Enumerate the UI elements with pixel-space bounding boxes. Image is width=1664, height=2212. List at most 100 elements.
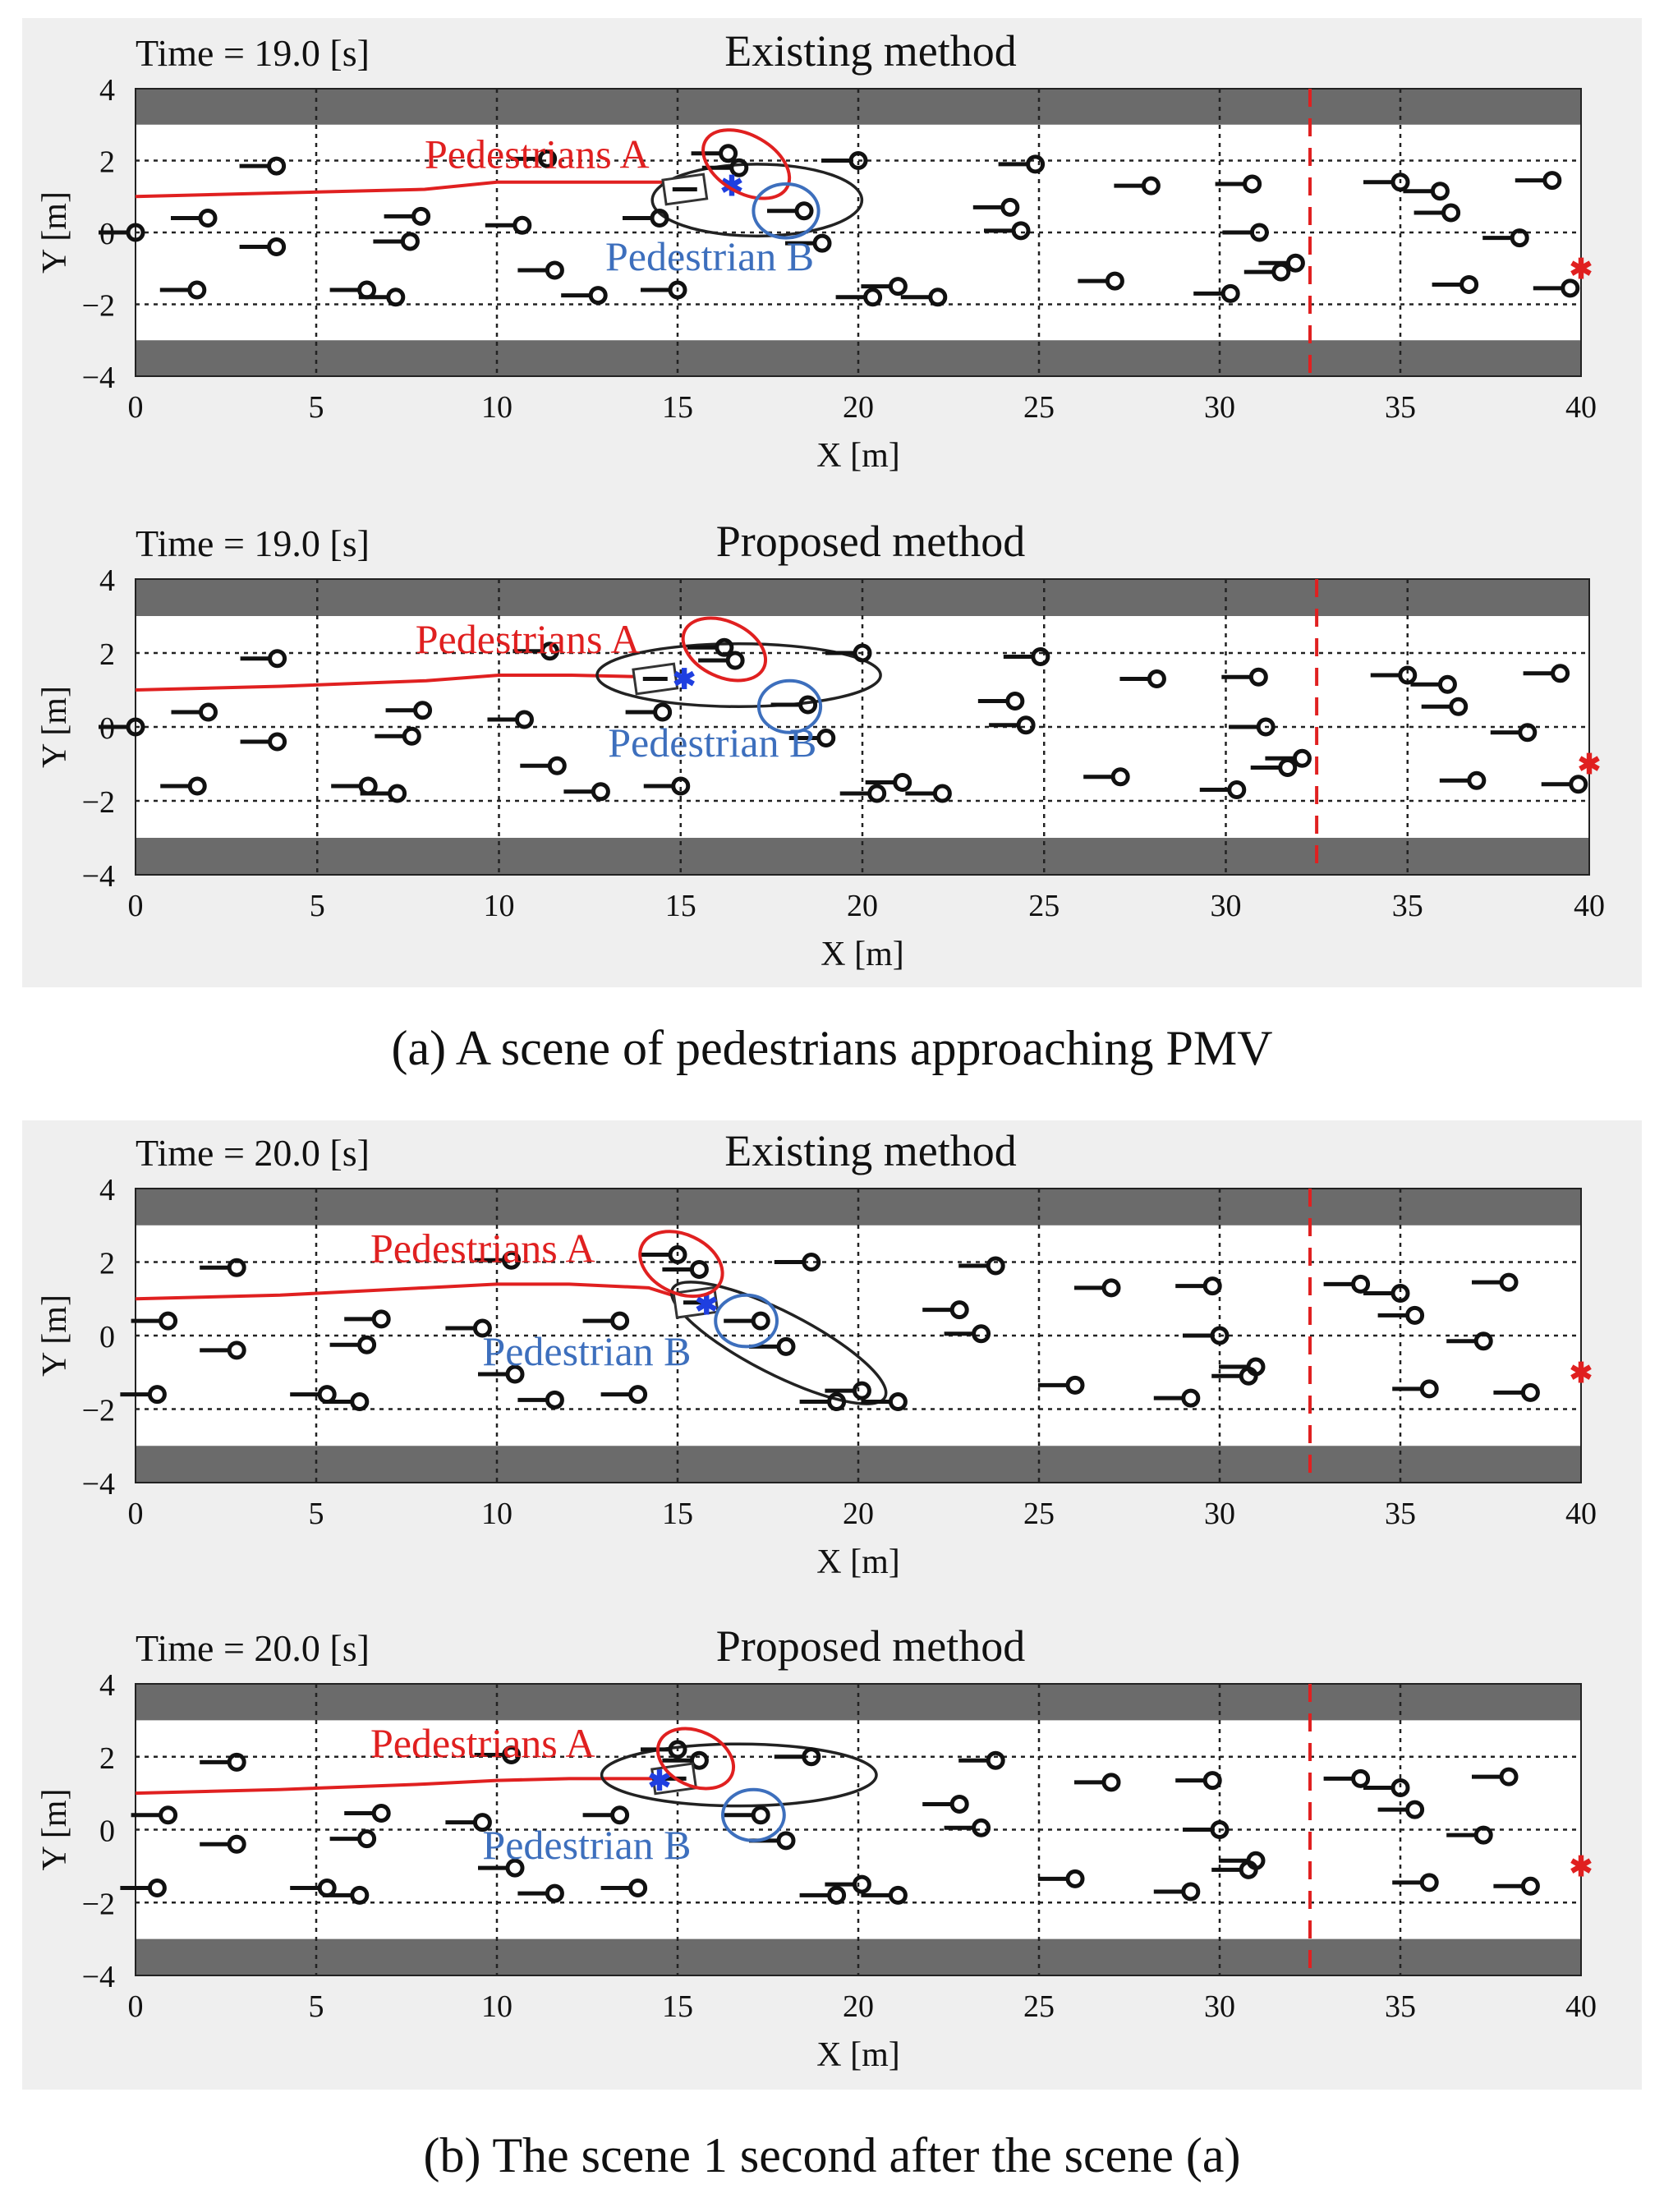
pedestrian-marker [1147, 669, 1166, 688]
x-tick-label: 15 [665, 889, 696, 923]
pedestrian-marker [1351, 1768, 1371, 1788]
pedestrian-marker [725, 651, 745, 670]
pedestrian-marker [350, 1885, 370, 1905]
x-axis-label: X [m] [816, 437, 899, 475]
pedestrian-marker [1419, 1379, 1439, 1399]
pedestrian-marker [719, 144, 738, 163]
pedestrian-marker [1243, 174, 1262, 194]
x-axis-label: X [m] [816, 1543, 899, 1581]
pedestrian-marker [650, 209, 669, 228]
pedestrian-marker [610, 1311, 630, 1331]
pedestrian-marker [852, 1874, 871, 1894]
uncertainty-ellipse [600, 1742, 878, 1808]
pedestrian-marker [848, 151, 868, 170]
highlight-pedestrian-b [752, 182, 821, 240]
x-tick-label: 35 [1385, 1497, 1416, 1531]
pedestrian-marker [1246, 1357, 1266, 1377]
y-tick-label: 2 [99, 145, 115, 180]
pedestrian-marker [1026, 154, 1046, 174]
pedestrian-marker [268, 649, 287, 669]
x-tick-label: 35 [1385, 1989, 1416, 2024]
x-tick-label: 0 [128, 390, 144, 425]
time-label: Time = 19.0 [s] [136, 522, 370, 564]
pedestrian-marker [1419, 1873, 1439, 1892]
pedestrian-marker [472, 1318, 492, 1338]
label-pedestrians-a: Pedestrians A [416, 616, 641, 662]
pedestrian-marker [1292, 748, 1312, 768]
x-tick-label: 35 [1392, 889, 1423, 923]
x-tick-label: 25 [1028, 889, 1060, 923]
x-tick-label: 40 [1565, 390, 1597, 425]
y-tick-label: −4 [82, 361, 115, 395]
x-tick-label: 10 [481, 1497, 513, 1531]
pedestrian-marker [867, 784, 887, 803]
goal-marker: ✱ [1570, 1852, 1593, 1883]
y-tick-label: 4 [99, 1668, 115, 1703]
x-tick-label: 10 [481, 390, 513, 425]
pedestrian-marker [538, 149, 558, 168]
x-tick-label: 25 [1023, 1497, 1055, 1531]
pedestrian-marker [668, 1245, 687, 1265]
pedestrian-marker [371, 1804, 391, 1823]
y-tick-label: −2 [82, 1394, 115, 1428]
pedestrian-marker [1181, 1882, 1201, 1902]
y-tick-label: 4 [99, 563, 115, 598]
goal-marker: ✱ [1578, 750, 1602, 780]
label-pedestrians-a: Pedestrians A [370, 1226, 595, 1272]
pedestrian-marker [540, 642, 559, 661]
pedestrian-marker [413, 701, 433, 720]
pedestrian-marker [888, 1885, 908, 1905]
x-tick-label: 40 [1565, 1497, 1597, 1531]
chart-title: Existing method [724, 26, 1016, 76]
x-axis-label: X [m] [816, 2036, 899, 2074]
pedestrian-marker [1101, 1773, 1121, 1792]
pedestrian-marker [1542, 171, 1562, 191]
pedestrian-marker [932, 784, 952, 803]
y-tick-label: −4 [82, 1467, 115, 1501]
pedestrian-marker [689, 1259, 709, 1279]
x-tick-label: 15 [662, 390, 693, 425]
pedestrian-marker [776, 1336, 796, 1356]
y-tick-label: −4 [82, 1960, 115, 1994]
y-tick-label: −2 [82, 289, 115, 324]
pedestrian-marker [949, 1794, 969, 1814]
goal-marker: ✱ [1570, 255, 1593, 285]
pedestrian-marker [1390, 1777, 1410, 1797]
pedestrian-marker [827, 1392, 847, 1412]
x-tick-label: 5 [309, 390, 324, 425]
pedestrian-marker [545, 1883, 564, 1903]
plot-frame [135, 578, 1590, 876]
pedestrian-marker [350, 1392, 370, 1412]
pedestrian-marker [863, 287, 883, 307]
pedestrian-marker [1285, 253, 1305, 273]
pmv-trajectory [135, 674, 655, 692]
pedestrian-marker [502, 1745, 522, 1765]
pedestrian-marker [812, 233, 832, 253]
x-tick-label: 0 [128, 1989, 144, 2024]
x-tick-label: 40 [1565, 1989, 1597, 2024]
pedestrian-marker [1520, 1382, 1540, 1402]
pedestrian-marker [671, 776, 691, 796]
x-tick-label: 20 [843, 1497, 874, 1531]
pedestrian-marker [1101, 1278, 1121, 1298]
uncertainty-ellipse [595, 642, 882, 708]
pedestrian-marker [227, 1258, 246, 1277]
y-tick-label: 0 [99, 1320, 115, 1354]
x-tick-label: 10 [484, 889, 515, 923]
pedestrian-marker [199, 702, 218, 722]
pedestrian-marker [159, 1311, 178, 1331]
pedestrian-marker [816, 729, 836, 747]
pedestrian-marker [689, 1750, 709, 1770]
pedestrian-marker [400, 232, 420, 251]
pedestrian-marker [388, 784, 407, 803]
plot-frame [135, 1188, 1582, 1483]
y-tick-label: 2 [99, 637, 115, 672]
pedestrian-marker [268, 732, 287, 752]
pedestrian-marker [227, 1341, 246, 1360]
x-tick-label: 30 [1204, 1497, 1235, 1531]
label-pedestrians-a: Pedestrians A [425, 131, 650, 177]
pedestrian-marker [1569, 775, 1588, 794]
pedestrian-marker [545, 1390, 564, 1410]
x-tick-label: 25 [1023, 390, 1055, 425]
